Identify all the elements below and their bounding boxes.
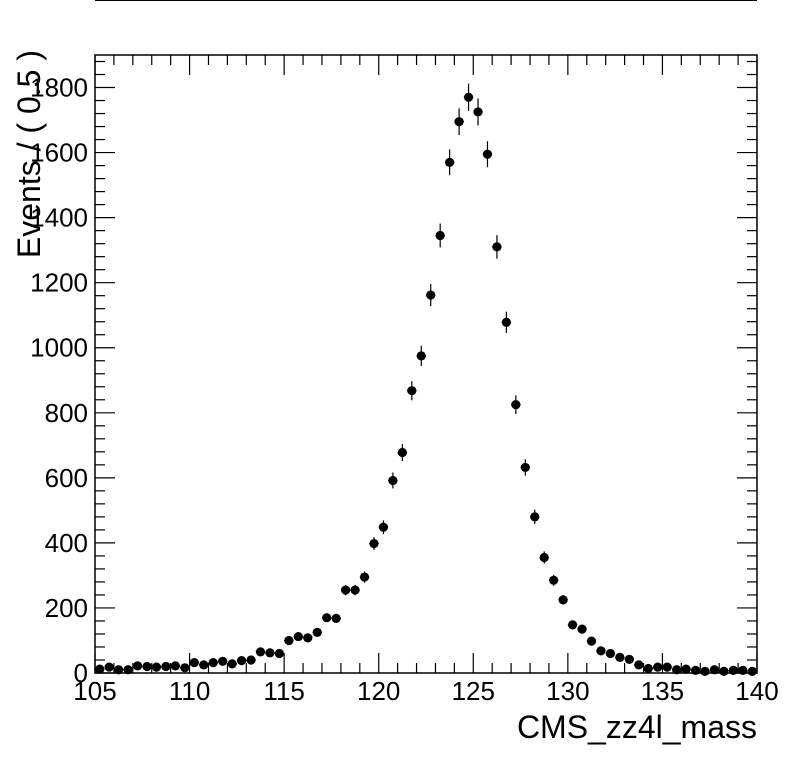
data-point [104,662,114,672]
data-point [719,666,729,676]
data-point [463,92,474,102]
y-tick-label: 1000 [30,333,88,363]
y-tick-label: 0 [74,658,88,688]
data-point [369,538,379,549]
data-point [643,663,653,674]
data-point [549,575,559,585]
y-tick-label: 1400 [30,203,88,233]
data-points [95,92,757,676]
data-point [189,657,199,668]
data-point [511,400,521,410]
data-point [407,386,417,396]
x-axis-title: CMS_zz4l_mass [517,709,757,745]
data-point [350,585,360,595]
data-point [624,654,634,664]
x-tick-label: 120 [357,676,400,706]
data-point [596,646,606,656]
x-tick-label: 140 [735,676,778,706]
data-point [501,317,511,327]
data-point [274,648,285,659]
x-tick-label: 135 [641,676,684,706]
y-tick-labels: 0 200 400 600 800 1000 1200 1400 1600 1800 [30,73,88,688]
data-point [265,648,275,658]
data-point [303,633,313,643]
y-tick-label: 1200 [30,268,88,298]
data-point [322,613,332,623]
data-point [681,664,691,674]
data-point [520,462,530,473]
data-point [577,624,587,634]
x-tick-label: 115 [263,676,304,706]
data-point [416,351,426,361]
data-point [236,656,247,666]
data-point [161,661,171,672]
y-tick-label: 600 [45,463,88,493]
data-point [132,661,143,671]
data-point [615,652,625,662]
plot-frame [94,54,758,674]
data-point [208,657,218,668]
data-point [246,655,256,665]
data-point [123,665,133,675]
data-point [114,665,124,675]
data-point [539,552,549,563]
data-point [341,585,351,595]
data-point [728,665,738,675]
data-point [378,522,389,532]
data-point [709,665,720,675]
data-point [170,661,180,671]
x-tick-label: 105 [73,676,116,706]
y-axis-title: Events / ( 0.5 ) [11,50,47,258]
data-point [558,595,568,605]
data-point [331,613,341,623]
data-point [151,662,162,672]
data-point [492,242,502,252]
data-point [662,662,672,672]
data-point [653,662,663,672]
x-tick-labels: 105 110 115 120 125 130 135 140 [73,676,778,706]
data-point [747,666,757,676]
x-tick-label: 130 [546,676,589,706]
data-point [738,665,748,675]
data-point [293,631,303,642]
y-tick-label: 1800 [30,73,88,103]
y-tick-label: 800 [45,398,88,428]
data-point [473,107,483,117]
data-point [218,656,228,666]
data-point [227,659,237,669]
data-point [445,157,455,167]
data-point [388,475,398,486]
y-tick-label: 200 [45,593,88,623]
data-point [284,635,294,646]
data-point [199,660,209,670]
data-point [359,572,370,582]
data-point [454,117,464,127]
data-point [605,648,616,659]
data-point [672,665,682,675]
y-tick-label: 400 [45,528,88,558]
data-point [567,620,578,630]
x-tick-label: 110 [169,676,210,706]
data-point [530,512,540,522]
data-point [435,230,445,241]
x-tick-label: 125 [452,676,495,706]
data-point [634,660,644,670]
data-point [482,149,493,159]
data-point [397,447,407,458]
y-tick-label: 1600 [30,138,88,168]
axis-ticks [94,55,758,674]
data-point [426,290,436,300]
data-point [690,665,701,675]
data-point [700,666,710,676]
data-point [312,627,322,637]
data-point [142,661,152,672]
data-point [255,647,266,657]
data-point [180,663,190,673]
data-point [95,664,105,674]
error-bars [95,83,757,673]
data-point [586,636,597,646]
